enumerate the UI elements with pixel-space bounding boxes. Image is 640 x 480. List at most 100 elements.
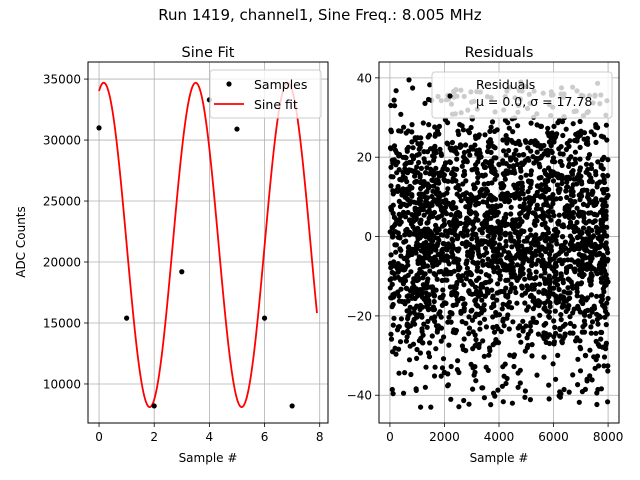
- residual-point: [567, 241, 573, 247]
- residual-point: [503, 380, 509, 387]
- y-tick-label: 20: [357, 151, 372, 165]
- residual-point: [477, 320, 483, 326]
- residual-point: [540, 210, 546, 216]
- residual-point: [542, 306, 548, 313]
- residual-point: [433, 346, 439, 352]
- residual-point: [401, 267, 407, 273]
- residual-point: [393, 159, 400, 165]
- residual-point: [453, 293, 459, 299]
- residual-point: [598, 162, 604, 168]
- residual-point: [424, 263, 431, 269]
- residual-point: [485, 256, 491, 262]
- sample-point: [289, 403, 295, 409]
- residual-point: [389, 386, 395, 393]
- residual-point: [503, 238, 509, 245]
- residual-point: [438, 338, 444, 344]
- residual-point: [603, 322, 609, 328]
- residual-point: [438, 207, 445, 213]
- residual-point: [405, 209, 411, 216]
- residual-point: [519, 190, 525, 196]
- residual-point: [469, 236, 475, 242]
- residual-point: [555, 171, 561, 177]
- residual-point: [428, 166, 434, 172]
- residual-point: [593, 172, 599, 178]
- residual-point: [517, 222, 523, 228]
- residual-point: [587, 313, 593, 319]
- residual-point: [440, 356, 447, 362]
- y-tick-label: −40: [347, 389, 372, 403]
- residual-point: [579, 329, 585, 335]
- residual-point: [419, 326, 425, 332]
- residual-point: [488, 238, 494, 244]
- residual-point: [492, 145, 498, 151]
- residual-point: [533, 248, 539, 254]
- residual-point: [577, 118, 583, 125]
- residual-point: [474, 166, 480, 172]
- residual-point: [525, 145, 531, 151]
- residual-point: [461, 154, 467, 160]
- sample-point: [234, 126, 240, 132]
- residual-point: [557, 326, 563, 333]
- residual-point: [491, 329, 498, 335]
- residual-point: [404, 334, 410, 340]
- residual-point: [533, 232, 539, 238]
- residual-point: [571, 306, 577, 312]
- residual-point: [567, 233, 574, 239]
- residual-point: [401, 124, 407, 130]
- residual-point: [549, 158, 556, 164]
- residual-point: [525, 189, 531, 195]
- residual-point: [424, 304, 430, 310]
- residuals-axes-frame: [378, 61, 620, 424]
- residual-point: [493, 309, 499, 316]
- sine-fit-title: Sine Fit: [182, 45, 235, 61]
- residual-point: [502, 214, 508, 221]
- residual-point: [485, 233, 491, 239]
- residual-point: [605, 279, 611, 285]
- residual-point: [388, 183, 394, 189]
- residual-point: [508, 236, 514, 242]
- residual-point: [438, 373, 444, 379]
- residual-point: [457, 142, 463, 148]
- sample-point: [96, 125, 102, 131]
- y-tick-label: 0: [364, 230, 372, 244]
- residual-point: [561, 294, 567, 300]
- residual-point: [522, 394, 528, 400]
- residual-point: [502, 232, 508, 238]
- residual-point: [456, 264, 462, 270]
- residual-point: [581, 130, 588, 136]
- residual-point: [506, 147, 512, 154]
- residual-point: [531, 286, 537, 292]
- residual-point: [392, 103, 398, 109]
- residual-point: [427, 340, 433, 346]
- residual-point: [405, 262, 411, 268]
- residual-point: [387, 229, 393, 235]
- residual-point: [526, 272, 532, 278]
- residual-point: [593, 338, 599, 344]
- residual-point: [583, 353, 589, 359]
- residual-point: [426, 160, 432, 166]
- residual-point: [534, 149, 540, 155]
- residual-point: [483, 324, 489, 330]
- residual-point: [527, 185, 533, 191]
- residual-point: [393, 242, 399, 248]
- residual-point: [455, 182, 461, 189]
- residual-point: [534, 189, 540, 195]
- residual-point: [388, 331, 394, 337]
- residual-point: [541, 202, 547, 208]
- residual-point: [533, 319, 540, 325]
- residual-point: [413, 250, 419, 256]
- residual-point: [388, 252, 394, 258]
- residual-point: [414, 152, 420, 158]
- residual-point: [506, 199, 512, 205]
- residual-point: [422, 384, 428, 390]
- residual-point: [524, 345, 530, 351]
- residual-point: [449, 220, 455, 226]
- residual-point: [563, 188, 569, 194]
- residual-point: [512, 219, 518, 225]
- residual-point: [448, 363, 454, 370]
- residual-point: [501, 373, 507, 379]
- x-tick-label: 2000: [429, 430, 460, 444]
- residual-point: [553, 226, 559, 232]
- residual-point: [448, 228, 454, 234]
- residual-point: [551, 341, 557, 347]
